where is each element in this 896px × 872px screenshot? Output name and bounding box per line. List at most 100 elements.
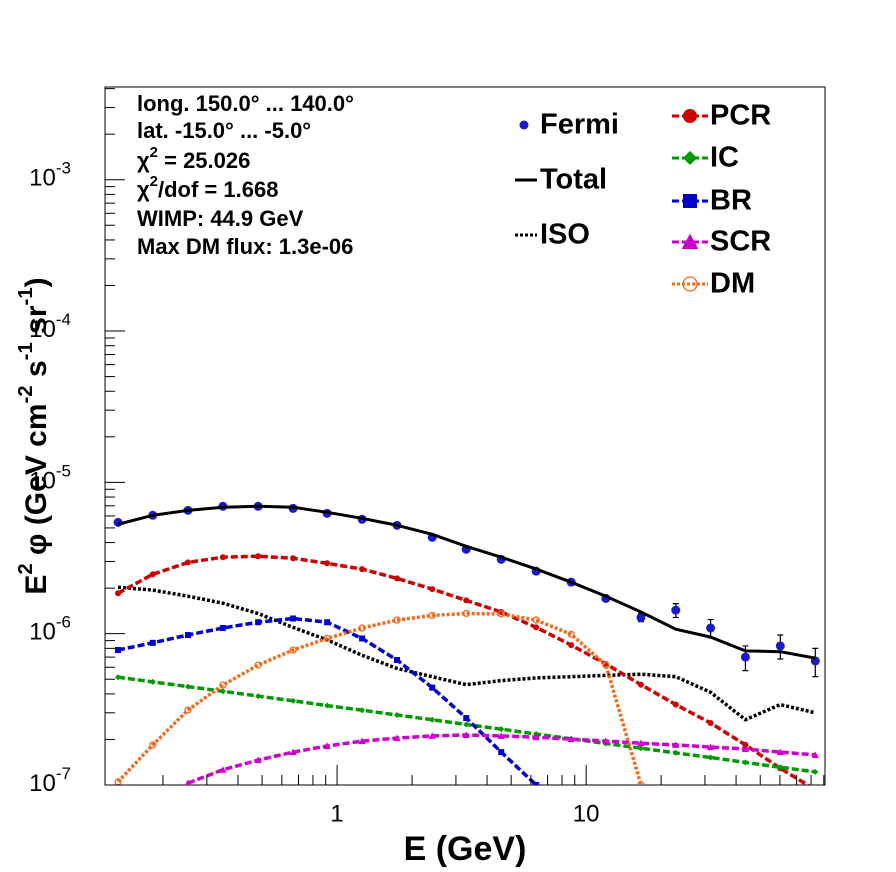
legend-entry: ISO xyxy=(515,219,590,251)
marker xyxy=(115,590,122,597)
marker xyxy=(777,764,784,771)
marker xyxy=(463,715,470,722)
marker xyxy=(255,619,262,626)
y-tick-base: 10 xyxy=(29,316,56,343)
series-line xyxy=(116,611,643,785)
marker xyxy=(255,693,262,700)
marker xyxy=(219,681,227,689)
marker xyxy=(184,683,191,690)
y-tick-label: 10-5 xyxy=(29,462,71,495)
marker xyxy=(115,647,122,654)
marker xyxy=(463,597,470,604)
marker xyxy=(637,781,645,785)
legend-entry: Fermi xyxy=(519,109,619,141)
legend-label: BR xyxy=(710,185,752,217)
legend-label: Total xyxy=(540,164,607,196)
annotation: long. 150.0° ... 140.0° xyxy=(137,91,354,116)
marker xyxy=(219,688,226,695)
marker xyxy=(359,707,366,714)
superscript: -1 xyxy=(15,342,37,360)
legend-entry: SCR xyxy=(672,226,771,258)
marker xyxy=(149,571,156,578)
legend-label: Fermi xyxy=(540,109,619,141)
marker xyxy=(637,739,645,747)
marker xyxy=(568,642,575,649)
marker xyxy=(740,652,750,662)
plot-frame xyxy=(104,86,826,786)
legend-entry: Total xyxy=(515,164,607,196)
annotation: lat. -15.0° ... -5.0° xyxy=(137,118,311,143)
marker xyxy=(359,635,366,642)
annotation: Max DM flux: 1.3e-06 xyxy=(137,234,353,259)
superscript: -1 xyxy=(15,287,37,305)
marker xyxy=(683,151,697,165)
marker xyxy=(682,276,698,292)
marker xyxy=(498,749,505,756)
marker xyxy=(184,632,191,639)
marker xyxy=(498,726,505,733)
text-part: WIMP: 44.9 GeV xyxy=(137,206,304,231)
text-part: = 25.026 xyxy=(158,148,250,173)
marker xyxy=(184,559,191,566)
marker xyxy=(602,661,610,669)
marker xyxy=(428,732,436,739)
annotation: χ2/dof = 1.668 xyxy=(137,173,278,201)
y-tick-exponent: -4 xyxy=(56,311,71,330)
marker xyxy=(429,716,436,723)
marker xyxy=(672,701,679,708)
x-tick-label: 1 xyxy=(330,800,343,827)
text-part: φ (GeV cm xyxy=(20,403,53,563)
legend-entry: IC xyxy=(672,142,739,174)
marker xyxy=(683,194,697,208)
marker xyxy=(567,630,575,638)
marker xyxy=(707,719,714,726)
marker xyxy=(149,678,156,685)
y-tick-base: 10 xyxy=(29,770,56,797)
superscript: 2 xyxy=(150,144,158,161)
marker xyxy=(219,766,227,773)
marker xyxy=(149,741,157,749)
marker xyxy=(324,560,331,567)
marker xyxy=(532,733,540,741)
marker xyxy=(812,768,819,775)
superscript: 2 xyxy=(150,173,158,190)
annotation: χ2 = 25.026 xyxy=(137,144,250,172)
text-part: χ xyxy=(137,148,150,173)
legend-entry: DM xyxy=(672,268,755,300)
text-part: Max DM flux: 1.3e-06 xyxy=(137,234,353,259)
text-part: χ xyxy=(137,177,150,202)
y-tick-exponent: -7 xyxy=(56,764,71,783)
marker xyxy=(672,749,679,756)
marker xyxy=(567,735,575,743)
y-axis-label: E2 φ (GeV cm-2 s-1 sr-1) xyxy=(15,277,53,594)
marker xyxy=(741,745,750,752)
marker xyxy=(706,623,716,633)
text-part: E xyxy=(20,575,53,595)
marker xyxy=(149,639,156,646)
text-part: s xyxy=(20,360,53,385)
marker xyxy=(254,661,262,669)
marker xyxy=(672,741,680,748)
y-tick-label: 10-3 xyxy=(29,159,71,192)
marker xyxy=(463,721,470,728)
marker xyxy=(323,634,331,643)
legend-label: DM xyxy=(710,268,755,300)
marker xyxy=(497,610,505,618)
legend-label: ISO xyxy=(540,219,590,251)
text-part: long. 150.0° ... 140.0° xyxy=(137,91,354,116)
marker xyxy=(324,619,331,626)
marker xyxy=(707,754,714,761)
marker xyxy=(742,741,749,748)
marker xyxy=(533,624,540,631)
x-axis-label: E (GeV) xyxy=(404,830,527,868)
marker xyxy=(532,616,540,624)
legend-label: SCR xyxy=(710,226,771,258)
marker xyxy=(254,756,262,764)
marker xyxy=(681,233,699,249)
marker xyxy=(811,751,819,758)
y-tick-exponent: -5 xyxy=(56,462,71,481)
marker xyxy=(289,748,297,756)
marker xyxy=(636,612,646,622)
legend-label: PCR xyxy=(710,100,771,132)
